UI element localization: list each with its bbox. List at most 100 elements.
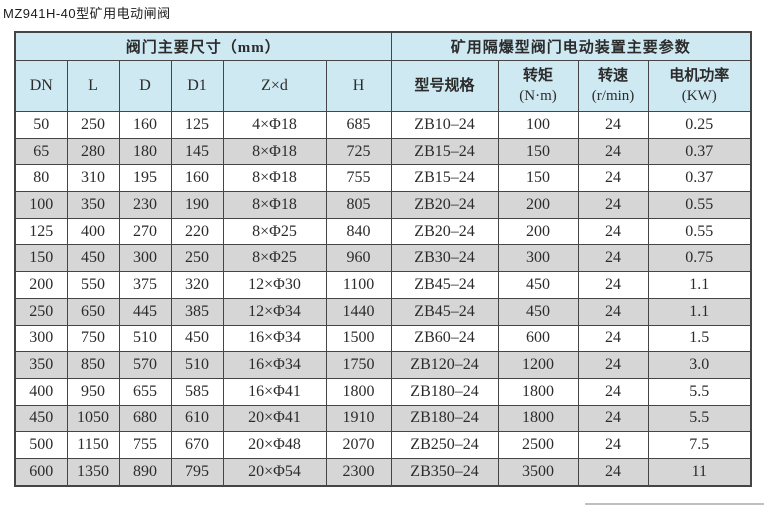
cell: ZB15–24: [390, 164, 499, 193]
cell: 890: [118, 457, 172, 487]
cell: 100: [497, 111, 579, 139]
column-header-model: 型号规格: [390, 60, 499, 112]
cell: 850: [66, 351, 120, 379]
column-header-row: DN L D D1 Z×d H 型号规格 转矩 (N·m) 转速 (r/min)…: [14, 60, 752, 112]
cell: 250: [66, 111, 120, 139]
cell: ZB30–24: [390, 244, 499, 273]
cell: 24: [577, 244, 649, 273]
cell: 24: [577, 324, 649, 353]
column-header-speed-unit: (r/min): [591, 88, 635, 104]
cell: 1200: [497, 351, 579, 379]
cell: 655: [118, 377, 172, 406]
column-header-dn: DN: [14, 60, 68, 112]
cell: 190: [170, 191, 224, 219]
cell: 150: [14, 244, 68, 273]
cell: 510: [118, 324, 172, 353]
table-row: 65 280 180 145 8×Φ18 725 ZB15–24 150 24 0.37: [14, 137, 752, 166]
cell: 125: [170, 111, 224, 139]
column-header-torque-label: 转矩: [523, 67, 554, 84]
cell: 2500: [497, 431, 579, 459]
cell: 150: [497, 164, 579, 193]
page-title: MZ941H-40型矿用电动闸阀: [3, 6, 171, 21]
cell: 610: [170, 404, 224, 433]
cell: 400: [66, 217, 120, 246]
column-header-power-unit: (KW): [681, 88, 717, 104]
cell: 20×Φ54: [222, 457, 327, 487]
table-row: 100 350 230 190 8×Φ18 805 ZB20–24 200 24 0.55: [14, 191, 752, 219]
cell: 0.37: [647, 164, 752, 193]
cell: 1440: [325, 297, 392, 326]
column-header-h: H: [325, 60, 392, 112]
cell: 385: [170, 297, 224, 326]
cell: 230: [118, 191, 172, 219]
cell: 200: [497, 217, 579, 246]
column-header-zxd: Z×d: [222, 60, 327, 112]
table-row: 50 250 160 125 4×Φ18 685 ZB10–24 100 24 0.25: [14, 111, 752, 139]
cell: 1350: [66, 457, 120, 487]
cell: ZB180–24: [390, 377, 499, 406]
cell: 24: [577, 404, 649, 433]
cell: 510: [170, 351, 224, 379]
cell: 100: [14, 191, 68, 219]
cell: 1800: [497, 377, 579, 406]
cell: 1500: [325, 324, 392, 353]
cell: 80: [14, 164, 68, 193]
cell: 1150: [66, 431, 120, 459]
table-row: 150 450 300 250 8×Φ25 960 ZB30–24 300 24 0.75: [14, 244, 752, 273]
cell: 300: [497, 244, 579, 273]
cell: 24: [577, 137, 649, 166]
cell: 24: [577, 297, 649, 326]
cell: 8×Φ25: [222, 244, 327, 273]
cell: 1100: [325, 271, 392, 299]
cell: 755: [118, 431, 172, 459]
cell: 12×Φ34: [222, 297, 327, 326]
cell: 24: [577, 457, 649, 487]
cell: ZB250–24: [390, 431, 499, 459]
cell: 445: [118, 297, 172, 326]
cell: 550: [66, 271, 120, 299]
cell: 8×Φ18: [222, 164, 327, 193]
cell: 1.5: [647, 324, 752, 353]
table-row: 600 1350 890 795 20×Φ54 2300 ZB350–24 3500 24 11: [14, 457, 752, 487]
cell: 1800: [325, 377, 392, 406]
cell: 160: [170, 164, 224, 193]
cell: 960: [325, 244, 392, 273]
column-header-speed-label: 转速: [598, 67, 629, 84]
cell: 450: [497, 297, 579, 326]
cell: 16×Φ34: [222, 351, 327, 379]
cell: 16×Φ34: [222, 324, 327, 353]
cell: 195: [118, 164, 172, 193]
cell: 24: [577, 271, 649, 299]
cell: 145: [170, 137, 224, 166]
group-header-dimensions: 阀门主要尺寸（mm）: [14, 31, 392, 61]
cell: 220: [170, 217, 224, 246]
cell: 670: [170, 431, 224, 459]
cell: 250: [14, 297, 68, 326]
column-header-power-label: 电机功率: [669, 67, 730, 84]
cell: 350: [14, 351, 68, 379]
cell: 2300: [325, 457, 392, 487]
table-body: 50 250 160 125 4×Φ18 685 ZB10–24 100 24 0.25 65 280…: [14, 111, 752, 487]
column-header-torque: 转矩 (N·m): [497, 60, 579, 112]
cell: 8×Φ18: [222, 137, 327, 166]
cell: ZB350–24: [390, 457, 499, 487]
cell: 160: [118, 111, 172, 139]
group-header-row: 阀门主要尺寸（mm） 矿用隔爆型阀门电动装置主要参数: [14, 31, 752, 61]
cell: 300: [14, 324, 68, 353]
column-header-d: D: [118, 60, 172, 112]
cell: 755: [325, 164, 392, 193]
cell: 570: [118, 351, 172, 379]
cell: 750: [66, 324, 120, 353]
cell: 1.1: [647, 271, 752, 299]
cell: 24: [577, 164, 649, 193]
cell: 8×Φ25: [222, 217, 327, 246]
cell: 24: [577, 377, 649, 406]
cell: 1910: [325, 404, 392, 433]
table-row: 80 310 195 160 8×Φ18 755 ZB15–24 150 24 0.37: [14, 164, 752, 193]
table-row: 250 650 445 385 12×Φ34 1440 ZB45–24 450 24 1.1: [14, 297, 752, 326]
cell: 795: [170, 457, 224, 487]
cell: 20×Φ48: [222, 431, 327, 459]
cell: 0.55: [647, 217, 752, 246]
cell: 450: [170, 324, 224, 353]
cell: 24: [577, 431, 649, 459]
